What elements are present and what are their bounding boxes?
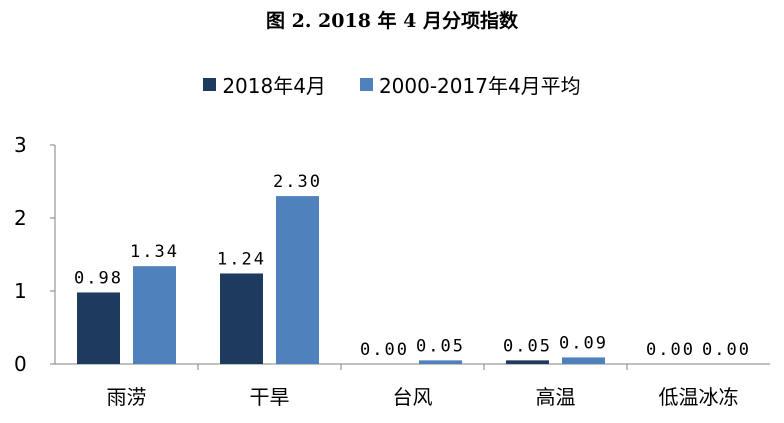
y-tick-label: 1 [14,279,27,303]
legend-label-series-1: 2018年4月 [222,74,326,98]
bar-series-2 [276,196,319,364]
x-tick-label: 低温冰冻 [659,385,739,409]
x-tick-label: 雨涝 [107,385,147,409]
legend-swatch-series-2 [359,78,373,91]
x-tick-label: 高温 [536,385,576,409]
y-tick-label: 3 [14,133,27,157]
data-label-series-1: 0.05 [503,336,552,356]
bar-series-2 [562,357,605,364]
data-label-series-2: 0.09 [559,333,608,353]
legend-swatch-series-1 [203,78,217,91]
data-label-series-2: 0.05 [416,336,465,356]
bar-series-1 [77,292,120,364]
y-tick-label: 2 [14,206,27,230]
legend-item-series-2: 2000-2017年4月平均 [359,70,581,99]
bar-series-1 [220,273,263,364]
data-label-series-1: 1.24 [217,249,266,269]
bar-series-1 [506,360,549,364]
data-label-series-2: 0.00 [702,340,751,360]
x-tick-label: 干旱 [250,385,290,409]
legend-label-series-2: 2000-2017年4月平均 [378,74,581,98]
bar-series-2 [133,266,176,364]
data-label-series-2: 1.34 [130,242,179,262]
legend: 2018年4月 2000-2017年4月平均 [0,70,784,99]
data-label-series-1: 0.00 [360,340,409,360]
data-label-series-1: 0.00 [646,340,695,360]
bar-series-2 [419,360,462,364]
chart-title: 图 2. 2018 年 4 月分项指数 [265,10,518,32]
data-label-series-1: 0.98 [74,268,123,288]
legend-item-series-1: 2018年4月 [203,70,326,99]
data-label-series-2: 2.30 [273,172,322,192]
x-tick-label: 台风 [393,385,433,409]
y-tick-label: 0 [14,352,27,376]
